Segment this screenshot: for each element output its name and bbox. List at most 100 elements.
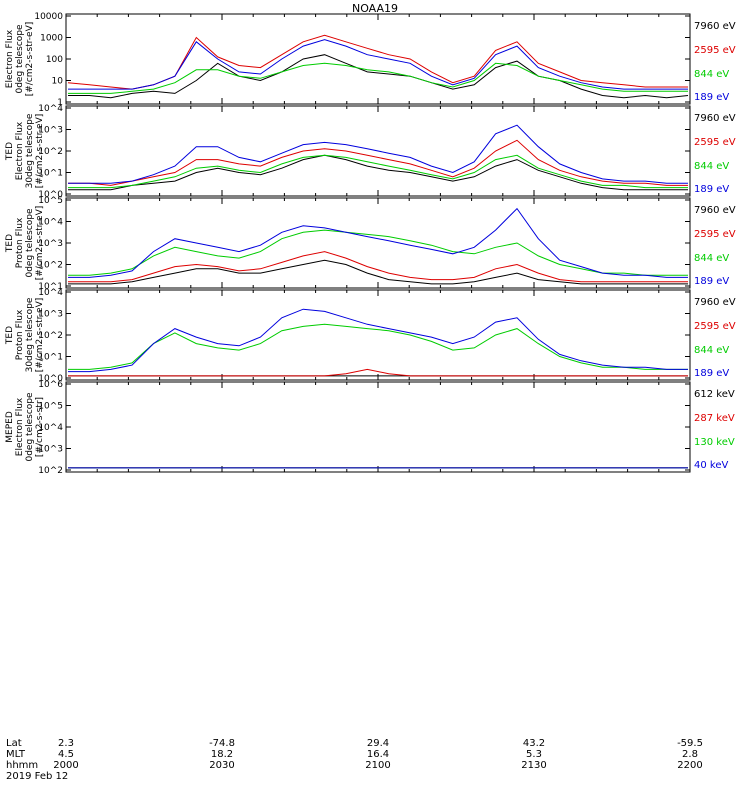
legend-entry: 844 eV	[694, 253, 729, 264]
y-axis-label: 30deg telescope	[25, 297, 35, 372]
footer-value-hhmm: 2000	[53, 760, 78, 771]
y-tick-label: 10^1	[38, 282, 63, 292]
y-tick-label: 10^5	[38, 196, 63, 206]
y-tick-label: 10^4	[38, 288, 63, 298]
footer-date: 2019 Feb 12	[6, 771, 68, 782]
y-tick-label: 100	[46, 55, 63, 65]
y-axis-label: 0deg telescope	[25, 208, 35, 278]
y-tick-label: 10^1	[38, 169, 63, 179]
panel-frame	[65, 13, 691, 105]
y-axis-label: 0deg telescope	[25, 392, 35, 462]
y-tick-label: 10^4	[38, 423, 63, 433]
y-tick-label: 10^2	[38, 466, 63, 476]
y-tick-label: 10^3	[38, 310, 63, 320]
series-line-4	[68, 308, 688, 373]
y-axis-label: MEPED	[5, 411, 15, 443]
footer-value-hhmm: 2030	[209, 760, 234, 771]
footer-value-lat: 29.4	[367, 738, 389, 749]
footer-label-hhmm: hhmm	[6, 760, 38, 771]
series-line-4	[68, 124, 688, 184]
y-tick-label: 10^2	[38, 147, 63, 157]
footer-value-mlt: 2.8	[682, 749, 698, 760]
legend-entry: 40 keV	[694, 460, 728, 471]
y-tick-label: 10^2	[38, 331, 63, 341]
footer-label-lat: Lat	[6, 738, 22, 749]
legend-entry: 130 keV	[694, 437, 735, 448]
panel-frame	[65, 381, 691, 473]
legend-entry: 2595 eV	[694, 321, 736, 332]
y-axis-label: 0deg telescope	[15, 24, 25, 94]
y-tick-label: 10	[52, 77, 64, 87]
legend-entry: 844 eV	[694, 69, 729, 80]
panel-2: 10^4 10^3 10^2 10^1 10^0 TED Electron Flux 30de…	[5, 104, 736, 200]
y-tick-label: 10^4	[38, 218, 63, 228]
y-axis-label: TED	[5, 142, 15, 161]
series-line-3	[68, 229, 688, 276]
y-tick-label: 10^4	[38, 104, 63, 114]
legend-entry: 2595 eV	[694, 137, 736, 148]
panel-3: 10^5 10^4 10^3 10^2 10^1 TED Proton Flux 0deg t…	[5, 196, 736, 292]
y-axis-label: Electron Flux	[15, 397, 25, 456]
legend-entry: 844 eV	[694, 345, 729, 356]
y-tick-label: 10^3	[38, 445, 63, 455]
y-axis-label: [#/cm2-s-str-eV]	[35, 298, 45, 373]
legend-entry: 2595 eV	[694, 229, 736, 240]
series-line-3	[68, 62, 688, 94]
legend-entry: 189 eV	[694, 184, 729, 195]
series-line-2	[67, 34, 688, 90]
legend-entry: 189 eV	[694, 92, 729, 103]
legend-entry: 7960 eV	[694, 113, 736, 124]
footer-value-mlt: 18.2	[211, 749, 233, 760]
y-axis-label: Proton Flux	[15, 217, 25, 268]
legend-entry: 189 eV	[694, 276, 729, 287]
series-line-2	[68, 368, 688, 377]
footer-value-hhmm: 2200	[677, 760, 702, 771]
panel-1: 10000 1000 100 10 1 Electron Flux 0deg telesco…	[5, 12, 736, 108]
footer-value-mlt: 16.4	[367, 749, 389, 760]
series-line-4	[68, 207, 688, 278]
y-axis-label: TED	[5, 326, 15, 345]
legend-entry: 189 eV	[694, 368, 729, 379]
series-line-1	[68, 154, 688, 191]
y-axis-label: [#/cm2-s-str]	[35, 397, 45, 457]
footer-value-lat: 43.2	[523, 738, 545, 749]
y-tick-label: 10^3	[38, 126, 63, 136]
chart-title: NOAA19	[352, 2, 398, 15]
series-line-2	[68, 251, 688, 283]
y-tick-label: 1000	[40, 34, 63, 44]
series-line-3	[68, 154, 688, 189]
footer-value-mlt: 5.3	[526, 749, 542, 760]
y-tick-label: 10^5	[38, 402, 63, 412]
footer-label-mlt: MLT	[6, 749, 26, 760]
y-axis-label: [#/cm2-s-str-eV]	[25, 22, 35, 97]
legend-entry: 844 eV	[694, 161, 729, 172]
legend-entry: 612 keV	[694, 389, 735, 400]
legend-entry: 7960 eV	[694, 297, 736, 308]
footer-value-lat: -59.5	[677, 738, 703, 749]
y-axis-label: [#/cm2-s-str-eV]	[35, 114, 45, 189]
y-axis-label: Electron Flux	[5, 29, 15, 88]
y-axis-label: Proton Flux	[15, 309, 25, 360]
y-tick-label: 10^3	[38, 239, 63, 249]
y-tick-label: 10^1	[38, 353, 63, 363]
legend-entry: 7960 eV	[694, 21, 736, 32]
y-axis-label: Electron Flux	[15, 121, 25, 180]
y-tick-label: 10^6	[38, 380, 63, 390]
legend-entry: 2595 eV	[694, 45, 736, 56]
y-tick-label: 10^0	[38, 374, 63, 384]
series-line-3	[68, 323, 688, 370]
y-tick-label: 10^0	[38, 190, 63, 200]
y-axis-label: TED	[5, 234, 15, 253]
panel-4: 10^4 10^3 10^2 10^1 10^0 TED Proton Flux 30deg …	[5, 288, 736, 384]
y-axis-label: 30deg telescope	[25, 113, 35, 188]
y-tick-label: 10^2	[38, 261, 63, 271]
legend-entry: 7960 eV	[694, 205, 736, 216]
footer-value-lat: -74.8	[209, 738, 235, 749]
footer-value-lat: 2.3	[58, 738, 74, 749]
y-tick-label: 1	[57, 98, 63, 108]
footer-value-hhmm: 2130	[521, 760, 546, 771]
footer-value-mlt: 4.5	[58, 749, 74, 760]
